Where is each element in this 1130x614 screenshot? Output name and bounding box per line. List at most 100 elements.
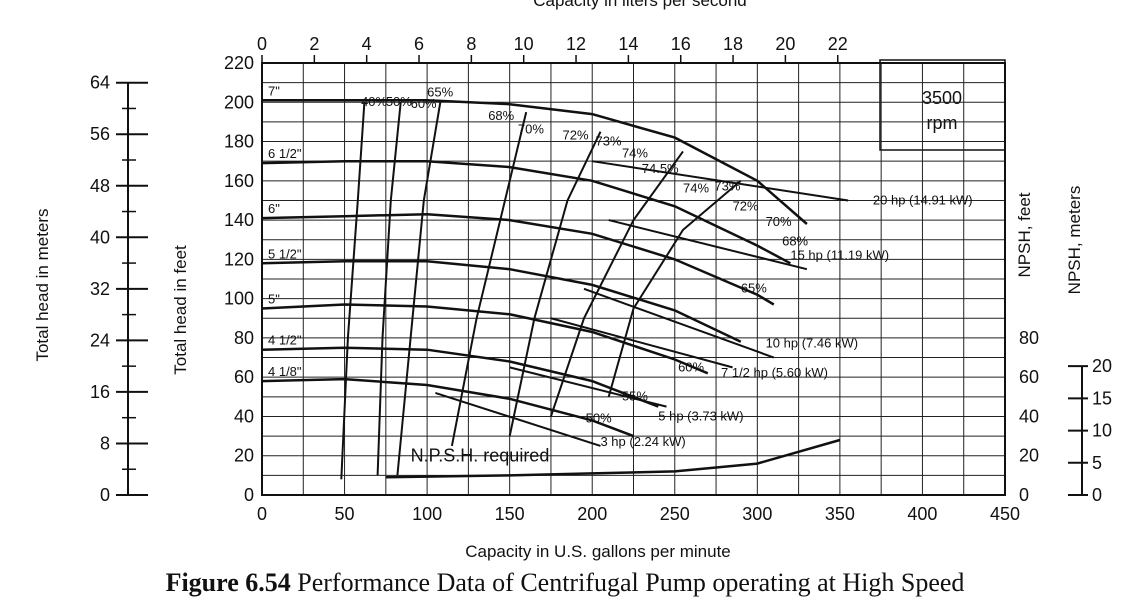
npsh-feet-tick-label: 0 <box>1019 485 1029 505</box>
meter-tick-label: 16 <box>90 382 110 402</box>
efficiency-label: 60% <box>678 359 704 374</box>
efficiency-label: 50% <box>386 94 412 109</box>
x2-tick-label: 6 <box>414 34 424 54</box>
meter-tick-label: 24 <box>90 330 110 350</box>
impeller-label: 5" <box>268 291 280 306</box>
y-tick-label: 60 <box>234 367 254 387</box>
efficiency-label: 70% <box>518 122 544 137</box>
rpm-unit: rpm <box>927 113 958 133</box>
power-curves <box>435 160 849 447</box>
efficiency-label: 50% <box>586 410 612 425</box>
efficiency-label: 40% <box>361 94 387 109</box>
power-line <box>550 317 733 369</box>
efficiency-label: 74% <box>683 181 709 196</box>
power-line <box>435 391 601 447</box>
meter-tick-label: 32 <box>90 279 110 299</box>
y-tick-label: 140 <box>224 210 254 230</box>
efficiency-label: 74.5% <box>642 161 679 176</box>
x-tick-label: 300 <box>742 504 772 524</box>
efficiency-line <box>508 131 602 437</box>
y-tick-label: 120 <box>224 249 254 269</box>
efficiency-label: 73% <box>714 179 740 194</box>
npsh-meter-tick-label: 10 <box>1092 421 1112 441</box>
efficiency-line <box>376 102 402 476</box>
efficiency-label: 68% <box>782 234 808 249</box>
npsh-curve-label: N.P.S.H. required <box>411 446 550 466</box>
x2-tick-label: 22 <box>828 34 848 54</box>
x2-tick-label: 4 <box>362 34 372 54</box>
power-label: 7 1/2 hp (5.60 kW) <box>721 365 828 380</box>
efficiency-label: 65% <box>741 281 767 296</box>
x2-tick-label: 0 <box>257 34 267 54</box>
pump-performance-chart: Capacity in liters per second 350 0 rpm 0… <box>33 0 1112 561</box>
power-label: 3 hp (2.24 kW) <box>600 434 685 449</box>
y-tick-label: 80 <box>234 328 254 348</box>
y-tick-label: 160 <box>224 171 254 191</box>
efficiency-line <box>607 180 742 398</box>
power-label: 5 hp (3.73 kW) <box>658 408 743 423</box>
x-tick-label: 450 <box>990 504 1020 524</box>
impeller-label: 6" <box>268 201 280 216</box>
impeller-label: 6 1/2" <box>268 146 302 161</box>
power-label: 15 hp (11.19 kW) <box>790 247 889 262</box>
y-tick-label: 40 <box>234 406 254 426</box>
meter-tick-label: 8 <box>100 433 110 453</box>
npsh-feet-tick-label: 20 <box>1019 446 1039 466</box>
y-tick-label: 180 <box>224 132 254 152</box>
impeller-label: 4 1/8" <box>268 364 302 379</box>
head-curve-line <box>262 99 808 225</box>
x2-tick-label: 8 <box>466 34 476 54</box>
impeller-label: 7" <box>268 83 280 98</box>
top-axis-title: Capacity in liters per second <box>533 0 747 10</box>
x2-tick-label: 18 <box>723 34 743 54</box>
head-curve-line <box>261 159 791 265</box>
npsh-feet-tick-label: 40 <box>1019 406 1039 426</box>
efficiency-label: 73% <box>596 133 622 148</box>
x-tick-label: 150 <box>495 504 525 524</box>
x2-tick-label: 14 <box>618 34 638 54</box>
y-tick-label: 20 <box>234 446 254 466</box>
efficiency-label: 72% <box>563 128 589 143</box>
power-line <box>583 287 775 359</box>
npsh-feet-tick-label: 80 <box>1019 328 1039 348</box>
head-curve-line <box>261 212 775 306</box>
power-label: 20 hp (14.91 kW) <box>873 192 973 207</box>
efficiency-line <box>340 102 366 480</box>
x-tick-label: 50 <box>335 504 355 524</box>
x2-tick-label: 12 <box>566 34 586 54</box>
impeller-label: 4 1/2" <box>268 333 302 348</box>
efficiency-line <box>450 111 528 447</box>
head-curve-line <box>261 260 742 343</box>
npsh-meter-tick-label: 20 <box>1092 356 1112 376</box>
efficiency-label: 65% <box>427 84 453 99</box>
x2-tick-label: 20 <box>775 34 795 54</box>
meter-tick-label: 40 <box>90 227 110 247</box>
efficiency-line <box>549 150 684 417</box>
x2-tick-label: 10 <box>514 34 534 54</box>
npsh-curve-line <box>385 438 841 479</box>
npsh-meter-tick-label: 5 <box>1092 453 1102 473</box>
axes: 0 50 100 150 200 250 300 350 400 4500204060801001… <box>90 34 1112 524</box>
x2-tick-label: 2 <box>309 34 319 54</box>
curve-labels: 7" 6 1/2" 6" 5 1/2" 5" 4 1/2" 4 1/8" N.P.S.H. r… <box>268 83 973 465</box>
npsh-meters-title: NPSH, meters <box>1065 186 1084 295</box>
head-curve-line <box>261 303 709 375</box>
efficiency-label: 70% <box>766 214 792 229</box>
x-tick-label: 250 <box>660 504 690 524</box>
head-curve-line <box>261 377 634 438</box>
efficiency-label: 68% <box>488 108 514 123</box>
npsh-feet-tick-label: 60 <box>1019 367 1039 387</box>
x-axis-title: Capacity in U.S. gallons per minute <box>465 542 731 561</box>
x-tick-label: 400 <box>907 504 937 524</box>
x-tick-label: 0 <box>257 504 267 524</box>
efficiency-label: 55% <box>622 389 648 404</box>
efficiency-curves <box>340 102 742 480</box>
y-axis-title-feet: Total head in feet <box>171 245 190 375</box>
x-tick-label: 350 <box>825 504 855 524</box>
power-line <box>592 160 849 202</box>
plot-frame <box>261 62 1006 496</box>
efficiency-label: 60% <box>411 96 437 111</box>
rpm-box <box>879 59 1006 151</box>
impeller-label: 5 1/2" <box>268 246 302 261</box>
npsh-feet-title: NPSH, feet <box>1015 192 1034 277</box>
